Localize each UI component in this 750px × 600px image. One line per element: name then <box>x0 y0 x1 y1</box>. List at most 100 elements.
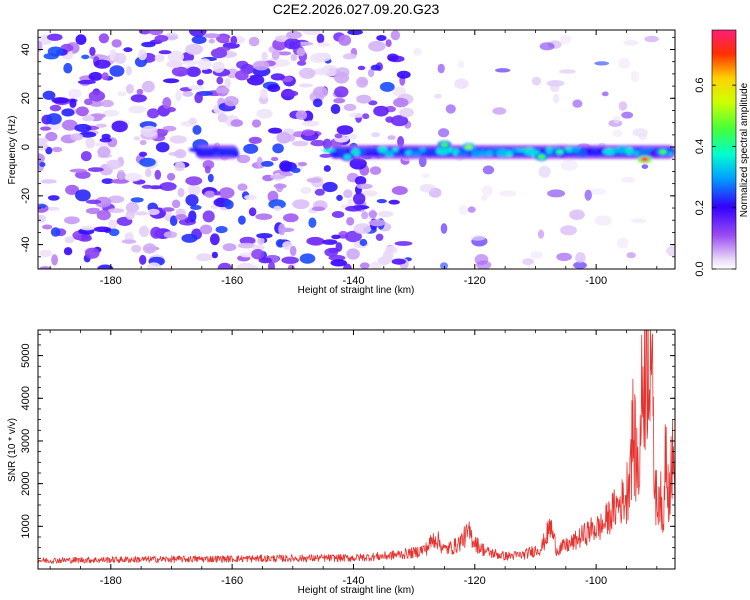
noise-blob <box>558 69 576 74</box>
noise-blob <box>457 60 465 69</box>
noise-blob <box>97 264 114 269</box>
noise-blob <box>65 184 80 195</box>
noise-blob <box>345 205 363 212</box>
noise-blob <box>641 164 649 170</box>
noise-blob <box>38 41 43 52</box>
snr-y-tick-label: 4000 <box>20 386 32 410</box>
noise-blob <box>158 50 172 55</box>
noise-blob <box>621 176 636 183</box>
noise-blob <box>80 225 95 231</box>
noise-blob <box>276 132 292 144</box>
noise-blob <box>286 30 302 40</box>
noise-blob <box>49 104 62 112</box>
noise-blob <box>251 119 262 128</box>
noise-blob <box>109 65 125 77</box>
noise-blob <box>38 214 47 223</box>
spectrogram-x-ticks: -180 -160 -140 -120 -100 <box>49 30 658 287</box>
noise-blob <box>495 68 511 73</box>
noise-blob <box>204 33 220 39</box>
noise-blob <box>334 86 349 98</box>
noise-blob <box>82 114 95 122</box>
noise-blob <box>278 223 286 236</box>
noise-blob <box>141 41 156 48</box>
signal-peak <box>464 144 473 150</box>
signal-peak <box>343 154 352 160</box>
noise-blob <box>531 76 542 86</box>
snr-y-tick-label: 3000 <box>20 429 32 453</box>
noise-blob <box>630 70 640 83</box>
noise-blob <box>289 245 297 257</box>
noise-blob <box>38 153 45 164</box>
noise-blob <box>330 259 348 267</box>
noise-blob <box>147 108 160 119</box>
noise-blob <box>261 51 268 62</box>
noise-blob <box>251 249 265 260</box>
noise-blob <box>148 30 164 36</box>
noise-blob <box>70 133 84 141</box>
signal-clump <box>410 151 422 157</box>
noise-blob <box>61 119 78 131</box>
noise-blob <box>117 91 127 97</box>
noise-blob <box>175 90 182 102</box>
noise-blob <box>630 218 647 224</box>
noise-blob <box>553 93 560 104</box>
chart-title: C2E2.2026.027.09.20.G23 <box>273 1 440 17</box>
noise-blob <box>64 216 80 225</box>
noise-blob <box>273 183 287 189</box>
noise-blob <box>270 73 285 81</box>
signal-clump <box>602 148 617 155</box>
noise-blob <box>63 247 73 256</box>
noise-blob <box>174 149 187 159</box>
noise-blob <box>296 48 306 57</box>
noise-blob <box>107 208 125 214</box>
noise-blob <box>191 35 207 44</box>
noise-blob <box>354 176 367 186</box>
noise-blob <box>308 217 317 228</box>
noise-blob <box>347 198 354 206</box>
signal-clump <box>632 150 641 156</box>
noise-blob <box>244 194 257 201</box>
noise-blob <box>298 162 307 167</box>
noise-blob <box>613 115 620 124</box>
snr-x-tick-label: -140 <box>342 575 364 587</box>
noise-blob <box>347 30 363 35</box>
noise-blob <box>99 137 112 143</box>
colorbar-ticks: 0.0 0.2 0.4 0.6 <box>694 78 736 277</box>
noise-blob <box>618 58 631 69</box>
noise-blob <box>39 162 46 167</box>
noise-blob <box>204 165 211 174</box>
noise-blob <box>283 213 299 223</box>
noise-blob <box>97 146 111 158</box>
signal-clump <box>425 151 433 158</box>
noise-blob <box>39 249 53 258</box>
noise-blob <box>42 90 56 101</box>
noise-blob <box>140 125 159 138</box>
noise-blob <box>353 192 366 205</box>
noise-blob <box>292 140 309 147</box>
noise-blob <box>47 33 63 41</box>
noise-blob <box>131 244 142 253</box>
noise-blob <box>474 254 489 266</box>
noise-blob <box>618 101 628 111</box>
signal-clump <box>571 146 581 153</box>
noise-blob <box>139 139 147 146</box>
noise-blob <box>560 160 578 171</box>
noise-blob <box>385 116 395 123</box>
snr-x-tick-label: -180 <box>100 575 122 587</box>
noise-blob <box>379 81 395 92</box>
noise-blob <box>270 174 286 180</box>
noise-blob <box>63 62 73 74</box>
noise-blob <box>458 204 468 216</box>
noise-blob <box>251 245 265 250</box>
noise-blob <box>248 36 260 47</box>
noise-blob <box>344 230 362 243</box>
noise-blob <box>547 189 566 198</box>
noise-blob <box>111 178 130 184</box>
noise-blob <box>454 78 469 89</box>
noise-blob <box>271 50 280 61</box>
noise-blob <box>278 51 292 56</box>
noise-blob <box>246 74 265 86</box>
spectrogram-y-tick-label: 40 <box>20 43 32 55</box>
noise-blob <box>130 197 144 203</box>
noise-blob <box>216 76 224 85</box>
